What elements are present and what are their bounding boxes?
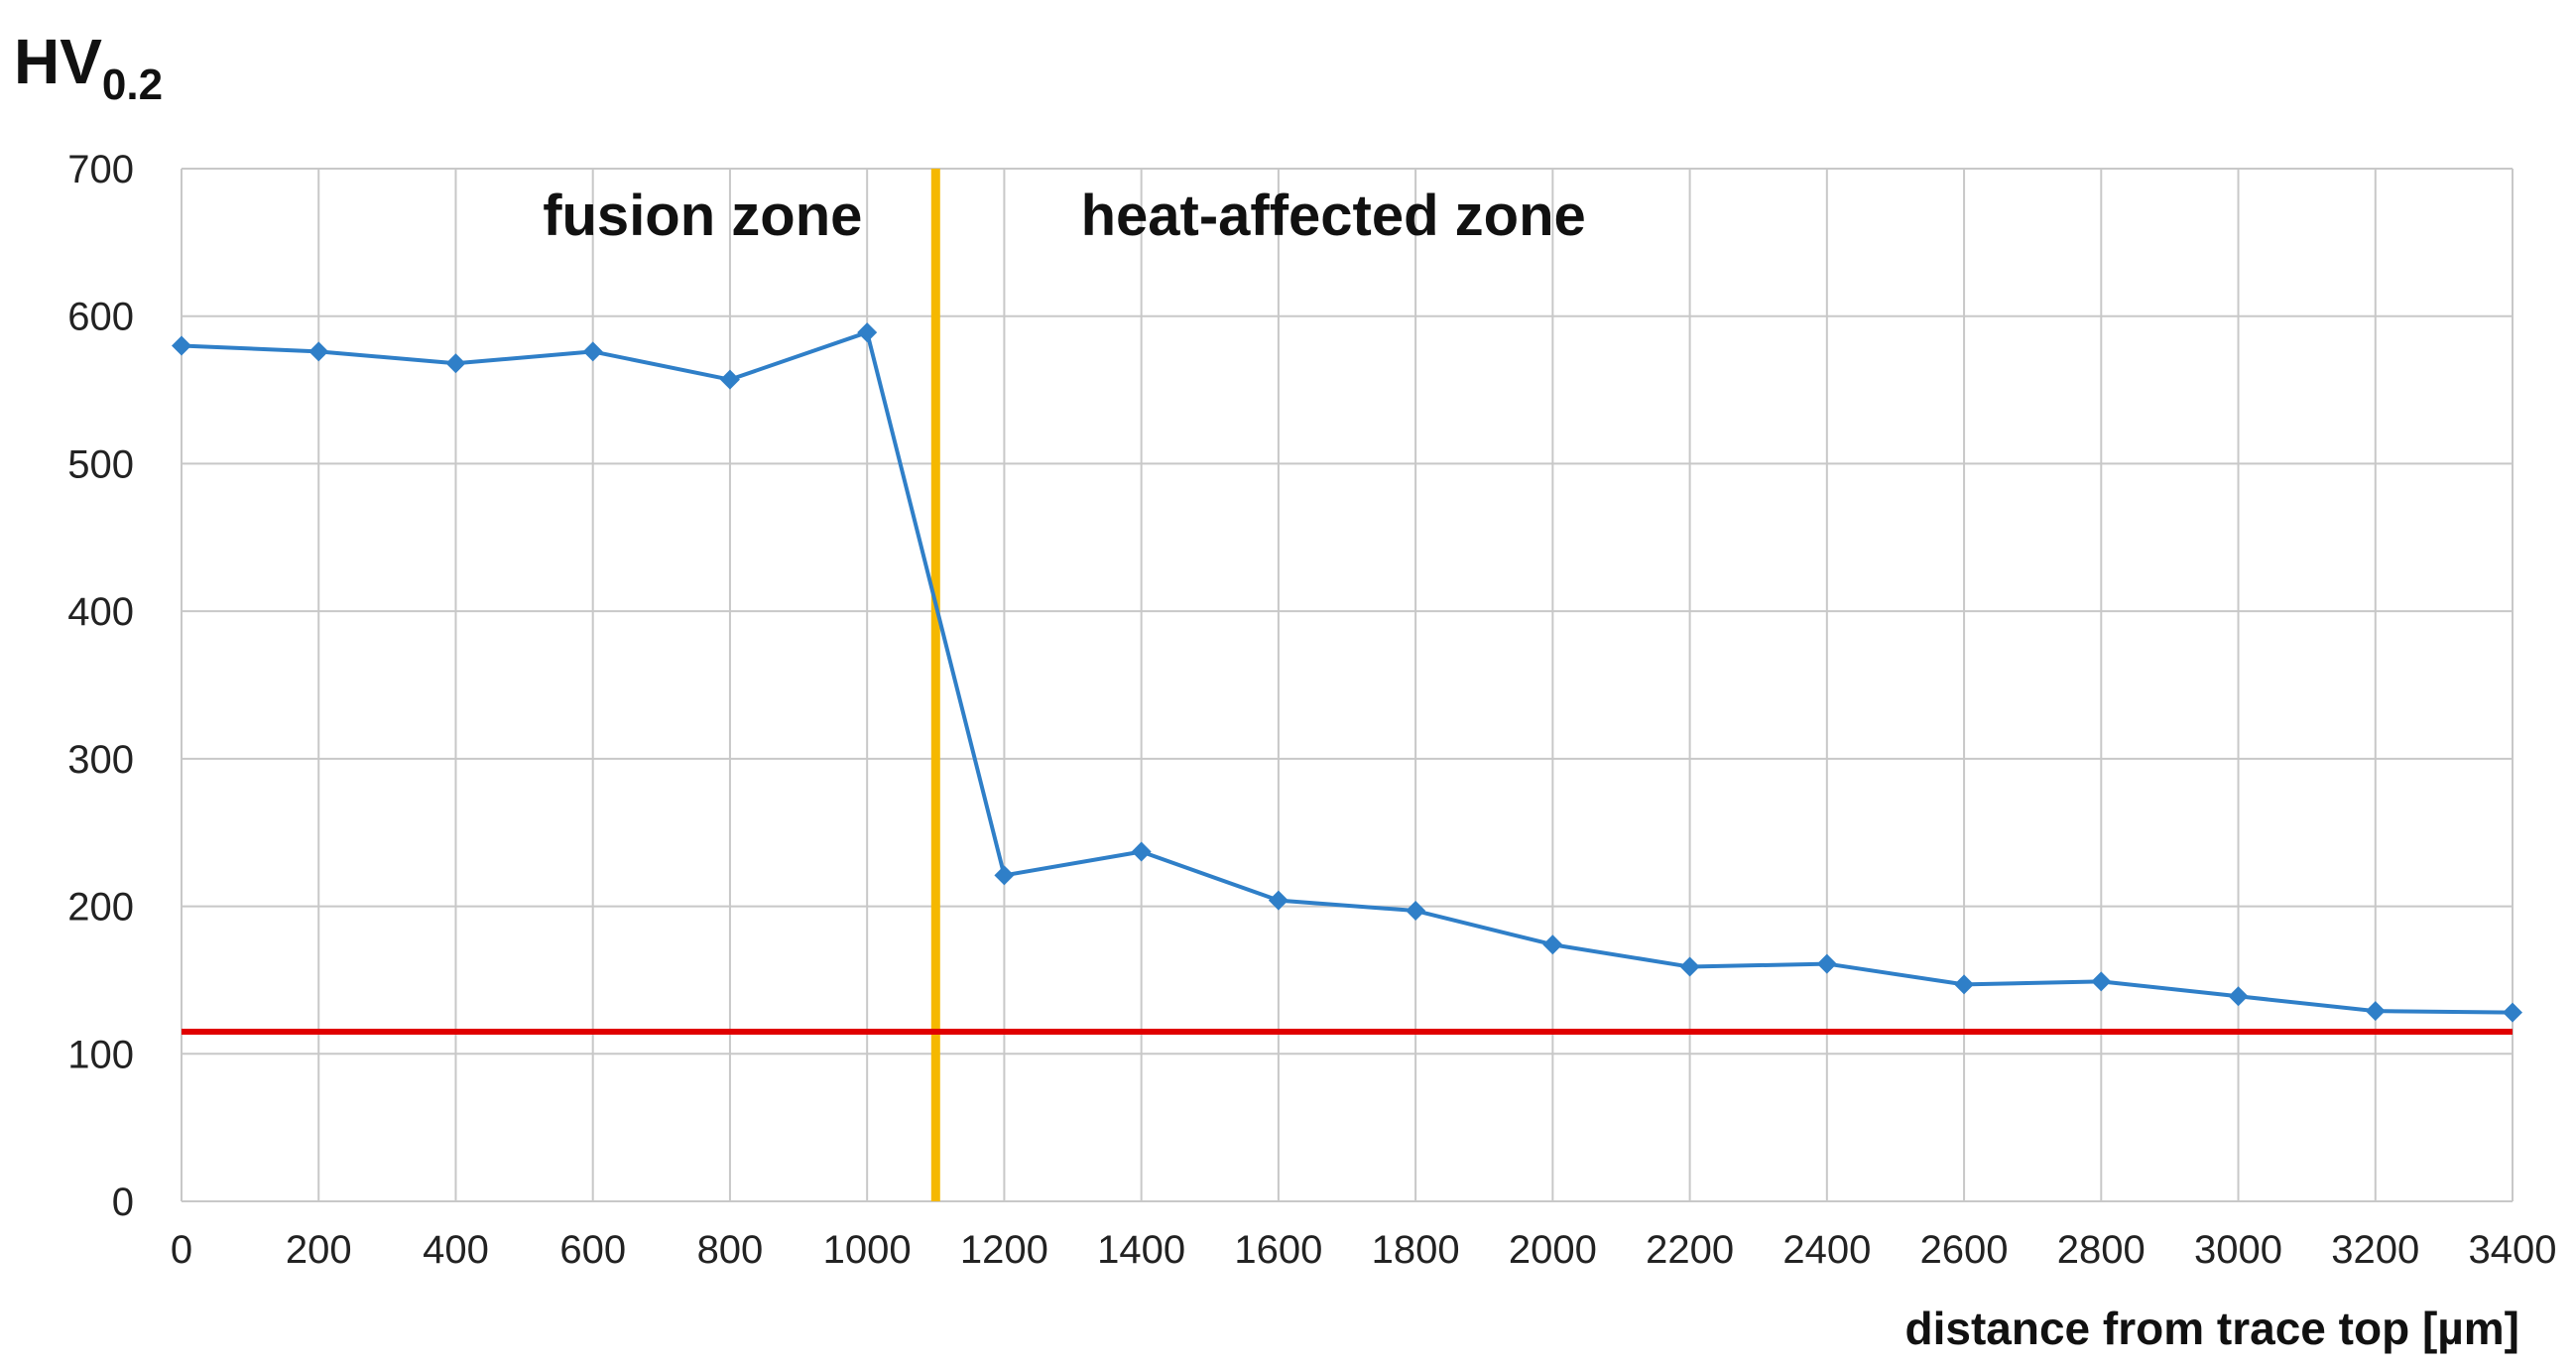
data-point [1816, 953, 1837, 974]
grid [181, 168, 2514, 1202]
x-tick-labels: 0 200 400 600 800 1000 1200 1400 1600 1800 2000 220… [171, 1228, 2557, 1272]
data-point [2503, 1002, 2522, 1023]
series-line [181, 330, 2514, 1015]
data-point [1406, 901, 1426, 922]
x-tick-label: 2200 [1646, 1228, 1734, 1272]
x-tick-label: 0 [171, 1228, 192, 1272]
x-tick-label: 3200 [2331, 1228, 2419, 1272]
data-point [172, 335, 191, 356]
y-tick-label: 200 [67, 886, 134, 930]
data-point [2228, 986, 2249, 1007]
y-axis-label: HV0.2 [14, 26, 163, 109]
data-point [719, 369, 740, 390]
data-point [1542, 934, 1563, 955]
y-tick-label: 400 [67, 590, 134, 634]
x-tick-label: 800 [697, 1228, 764, 1272]
x-tick-label: 1800 [1372, 1228, 1460, 1272]
y-tick-label: 100 [67, 1033, 134, 1076]
x-tick-label: 3400 [2469, 1228, 2557, 1272]
x-tick-label: 1000 [823, 1228, 912, 1272]
data-point [994, 865, 1015, 886]
reference-lines [182, 169, 2513, 1201]
y-tick-label: 700 [67, 148, 134, 191]
x-tick-label: 1200 [960, 1228, 1048, 1272]
data-point [2091, 971, 2112, 992]
data-point [1679, 956, 1700, 977]
x-tick-label: 2600 [1920, 1228, 2009, 1272]
x-tick-label: 1600 [1234, 1228, 1322, 1272]
y-tick-label: 600 [67, 296, 134, 339]
series-group [172, 322, 2522, 1023]
data-point [1131, 841, 1152, 862]
data-point [1268, 890, 1288, 911]
data-point [857, 322, 878, 343]
data-point [445, 353, 466, 374]
fusion-zone-label: fusion zone [543, 184, 862, 248]
x-tick-label: 2000 [1509, 1228, 1597, 1272]
data-point [582, 341, 603, 362]
annotations: fusion zone heat-affected zone [543, 184, 1586, 248]
x-tick-label: 200 [286, 1228, 352, 1272]
x-tick-label: 400 [423, 1228, 489, 1272]
y-tick-label: 500 [67, 442, 134, 486]
x-tick-label: 1400 [1097, 1228, 1185, 1272]
x-tick-label: 2400 [1782, 1228, 1871, 1272]
y-axis-label-subscript: 0.2 [102, 61, 163, 109]
data-point [2365, 1001, 2386, 1022]
data-point [308, 341, 329, 362]
y-tick-labels: 0 100 200 300 400 500 600 700 [67, 148, 134, 1224]
x-tick-label: 3000 [2194, 1228, 2282, 1272]
x-axis-label: distance from trace top [µm] [1905, 1303, 2520, 1354]
y-tick-label: 0 [112, 1181, 134, 1224]
heat-affected-zone-label: heat-affected zone [1081, 184, 1586, 248]
y-tick-label: 300 [67, 738, 134, 782]
x-tick-label: 2800 [2057, 1228, 2146, 1272]
x-tick-label: 600 [559, 1228, 626, 1272]
data-point [1954, 974, 1975, 995]
y-axis-label-main: HV [14, 26, 102, 97]
